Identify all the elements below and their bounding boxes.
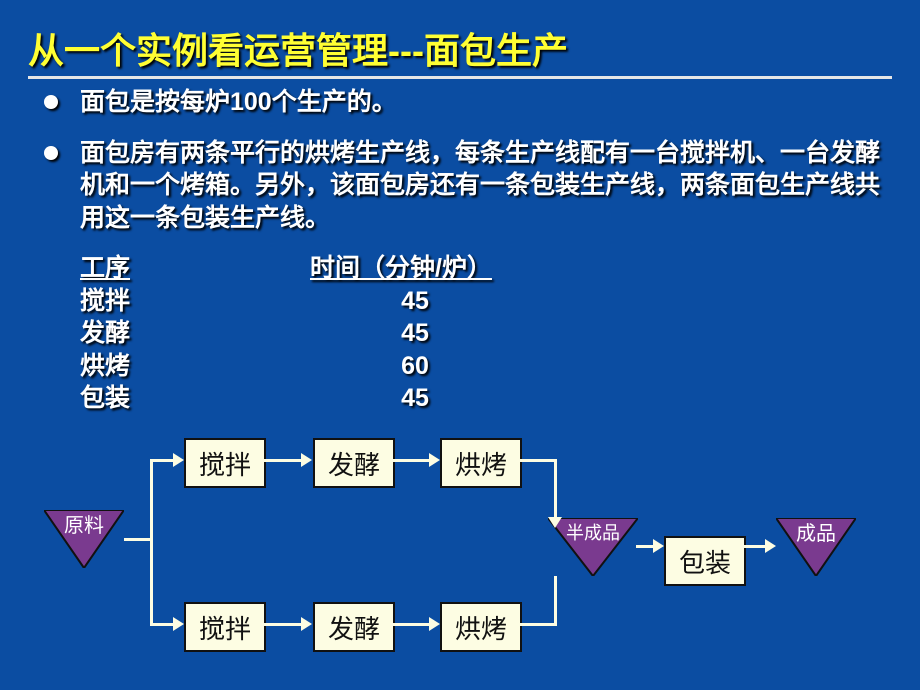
divider — [28, 76, 892, 79]
cell: 包装 — [80, 382, 310, 415]
th-time: 时间（分钟/炉） — [310, 252, 520, 285]
slide: { "background_color":"#0b4da2", "title":… — [0, 0, 920, 690]
node-bak1: 烘烤 — [440, 438, 522, 488]
th-process: 工序 — [80, 252, 310, 285]
cell: 发酵 — [80, 317, 310, 350]
conn — [150, 459, 153, 626]
conn — [262, 623, 302, 626]
node-fer2: 发酵 — [313, 602, 395, 652]
label: 半成品 — [566, 523, 620, 543]
conn — [150, 623, 174, 626]
bullet-1: 面包是按每炉100个生产的。 — [44, 86, 894, 119]
node-pack: 包装 — [664, 536, 746, 586]
cell: 45 — [310, 317, 520, 350]
conn — [150, 459, 174, 462]
node-bak2: 烘烤 — [440, 602, 522, 652]
bullet-2: 面包房有两条平行的烘烤生产线，每条生产线配有一台搅拌机、一台发酵机和一个烤箱。另… — [44, 137, 894, 235]
conn — [518, 459, 554, 462]
page-title: 从一个实例看运营管理---面包生产 — [28, 22, 568, 74]
conn — [124, 538, 150, 541]
conn — [262, 459, 302, 462]
cell: 60 — [310, 350, 520, 383]
label: 原料 — [64, 514, 104, 537]
cell: 搅拌 — [80, 285, 310, 318]
node-fini: 成品 — [776, 518, 856, 576]
conn — [554, 459, 557, 518]
conn — [391, 459, 430, 462]
node-mix1: 搅拌 — [184, 438, 266, 488]
process-table: 工序 时间（分钟/炉） 搅拌45 发酵45 烘烤60 包装45 — [80, 252, 894, 415]
cell: 烘烤 — [80, 350, 310, 383]
cell: 45 — [310, 285, 520, 318]
body-content: 面包是按每炉100个生产的。 面包房有两条平行的烘烤生产线，每条生产线配有一台搅… — [44, 86, 894, 415]
label: 成品 — [796, 522, 836, 545]
conn — [554, 576, 557, 626]
node-mix2: 搅拌 — [184, 602, 266, 652]
conn — [518, 623, 554, 626]
conn — [636, 545, 654, 548]
node-raw: 原料 — [44, 510, 124, 568]
conn — [742, 545, 766, 548]
conn — [391, 623, 430, 626]
cell: 45 — [310, 382, 520, 415]
node-fer1: 发酵 — [313, 438, 395, 488]
arrow — [548, 517, 562, 528]
